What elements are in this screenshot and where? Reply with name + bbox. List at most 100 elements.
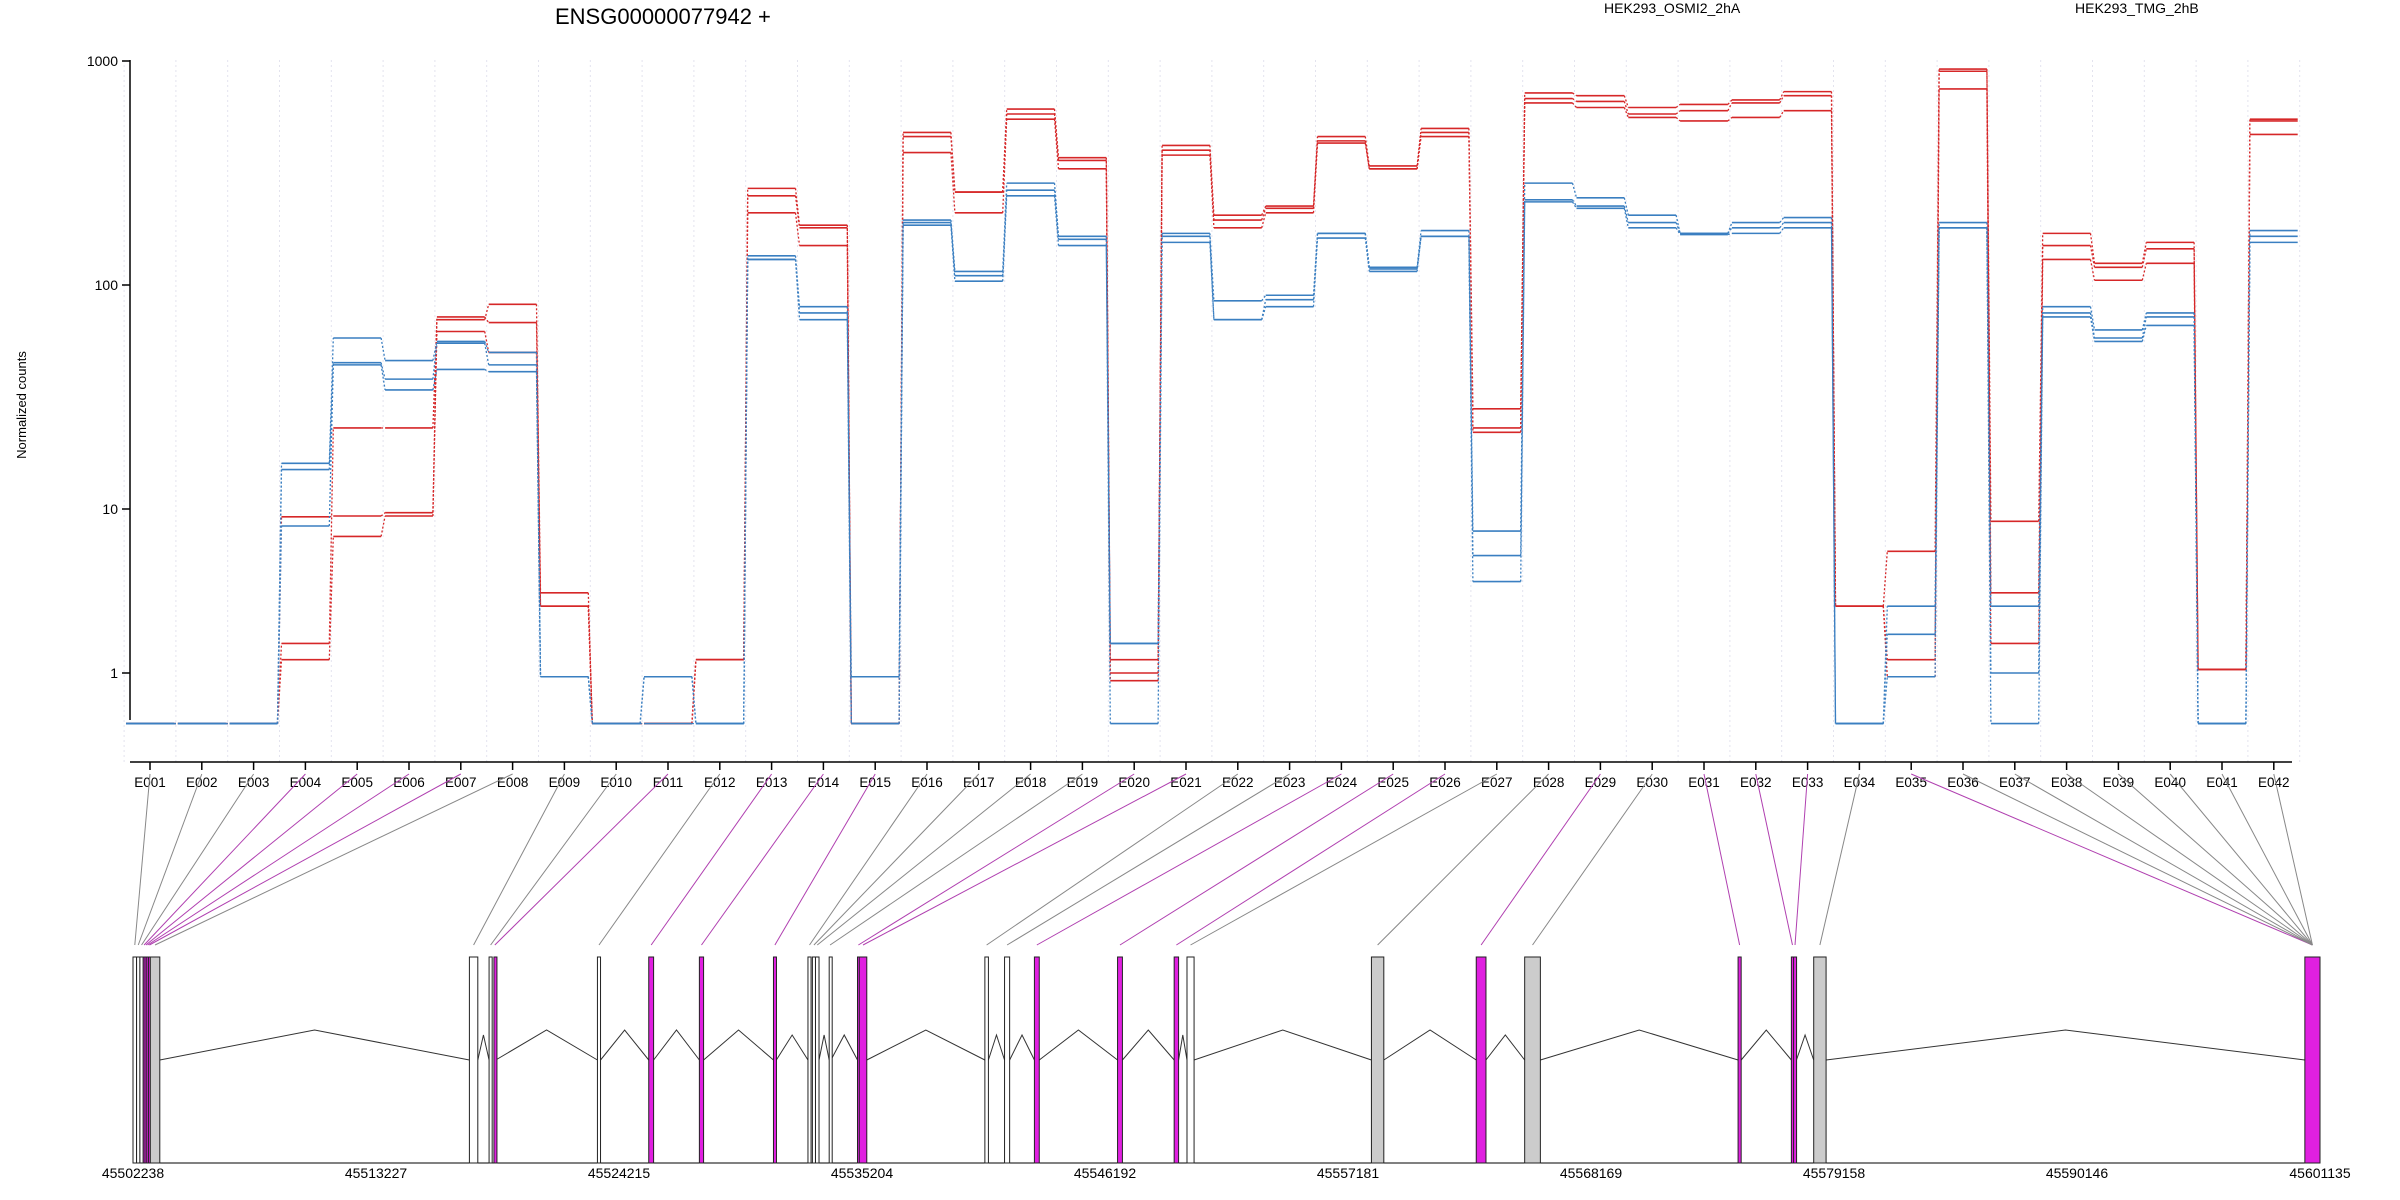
x-tick-label: E032: [1740, 775, 1772, 790]
x-tick-label: E012: [704, 775, 736, 790]
intron-line: [600, 1029, 650, 1061]
x-tick-label: E041: [2206, 775, 2238, 790]
series-1-rep-3-connector: [1986, 88, 1992, 644]
intron-line: [830, 1033, 858, 1061]
x-tick-label: E033: [1792, 775, 1824, 790]
coordinate-label: 45557181: [1317, 1165, 1380, 1181]
x-tick-label: E038: [2051, 775, 2083, 790]
x-tick-label: E031: [1688, 775, 1720, 790]
connector-e012: [598, 773, 721, 946]
series-2-rep-1-connector: [1209, 233, 1215, 301]
intron-line: [1485, 1034, 1526, 1061]
series-1-rep-2-connector: [950, 136, 956, 193]
x-tick-label: E026: [1429, 775, 1461, 790]
series-1-rep-3-connector: [1572, 102, 1577, 108]
x-tick-label: E037: [1999, 775, 2031, 790]
series-1-rep-3-connector: [587, 606, 593, 724]
series-2-rep-1-connector: [432, 341, 438, 361]
connector-e036: [1962, 773, 2313, 946]
series-2-rep-3-connector: [1727, 232, 1733, 236]
series-1-rep-1-connector: [1261, 205, 1267, 216]
series-2-rep-2-connector: [1727, 227, 1733, 234]
series-1-rep-3-connector: [328, 536, 334, 660]
x-tick-label: E001: [134, 775, 166, 790]
exon-box-e022: [984, 956, 989, 1164]
series-2-rep-3-connector: [1468, 236, 1474, 582]
series-1-rep-2-connector: [380, 512, 386, 517]
series-2-rep-3-connector: [2141, 325, 2147, 342]
series-2-rep-2-connector: [1779, 222, 1785, 229]
connector-e009: [473, 773, 565, 946]
series-2-rep-3-connector: [1261, 306, 1267, 320]
x-tick-label: E029: [1585, 775, 1617, 790]
series-1-rep-1-connector: [1675, 103, 1681, 109]
exon-box-e035: [2304, 956, 2321, 1164]
series-1-rep-3-connector: [2089, 259, 2096, 281]
connector-e040: [2169, 773, 2313, 946]
series-2-rep-3-connector: [535, 371, 542, 677]
connector-e025: [1119, 773, 1394, 946]
intron-line: [1795, 1033, 1815, 1061]
series-1-rep-1-connector: [484, 304, 490, 320]
series-2-rep-2-connector: [1416, 236, 1422, 269]
exon-box-e029: [1475, 956, 1487, 1164]
series-1-rep-2-connector: [535, 322, 542, 607]
y-tick-label: 10: [102, 501, 118, 517]
legend-item-tmg: HEK293_TMG_2hB: [2075, 0, 2199, 16]
connector-e015: [774, 773, 876, 946]
series-2-rep-2-connector: [1882, 634, 1888, 724]
x-tick-label: E013: [756, 775, 788, 790]
connector-e016: [809, 773, 928, 946]
series-1-rep-2-connector: [484, 316, 490, 323]
x-tick-label: E017: [963, 775, 995, 790]
connector-e020: [858, 773, 1135, 946]
chart-title: ENSG00000077942 +: [555, 4, 771, 29]
intron-line: [703, 1029, 774, 1061]
series-2-rep-3-connector: [1520, 201, 1526, 582]
series-1-rep-2-connector: [794, 195, 801, 228]
series-1-rep-2-connector: [1572, 97, 1577, 102]
series-2-rep-3-connector: [1053, 195, 1060, 246]
x-tick-label: E003: [238, 775, 270, 790]
connector-e018: [816, 773, 1031, 946]
grid-lines: [123, 60, 2301, 762]
series-2-rep-3-connector: [1779, 227, 1785, 234]
coordinate-label: 45513227: [345, 1165, 408, 1181]
coordinate-label: 45524215: [588, 1165, 651, 1181]
series-1-rep-1-connector: [1727, 99, 1733, 105]
x-tick-label: E004: [290, 775, 322, 790]
connector-e003: [141, 773, 255, 946]
coordinate-label: 45601135: [2289, 1165, 2350, 1181]
series-2-rep-3-connector: [484, 368, 490, 373]
connector-e008: [154, 773, 513, 946]
x-tick-label: E015: [859, 775, 891, 790]
series-2-rep-1-connector: [1882, 606, 1888, 724]
exon-box-e027: [1186, 956, 1195, 1164]
x-tick-label: E016: [911, 775, 943, 790]
series-2-rep-3-connector: [743, 259, 749, 724]
intron-line: [495, 1029, 598, 1061]
series-1-rep-3-connector: [2245, 134, 2251, 670]
x-tick-label: E039: [2103, 775, 2135, 790]
x-tick-label: E036: [1947, 775, 1979, 790]
series-1-rep-2-connector: [1779, 95, 1785, 104]
series-2-rep-1-connector: [1779, 217, 1785, 223]
series-2-rep-2-connector: [1520, 199, 1526, 556]
connector-e033: [1794, 773, 1809, 946]
series-2-rep-3-connector: [432, 369, 438, 391]
connector-e037: [2014, 773, 2313, 946]
exon-connectors: [134, 773, 2313, 946]
x-tick-label: E011: [653, 775, 684, 790]
series-2-rep-3-connector: [1416, 236, 1422, 272]
series-2-rep-3-connector: [898, 225, 904, 724]
series-2-rep-2-connector: [1209, 236, 1215, 320]
exon-box-e030: [1524, 956, 1541, 1164]
exon-box-e026: [1173, 956, 1180, 1164]
series-2-rep-1-connector: [1675, 215, 1681, 234]
connector-e011: [494, 773, 669, 946]
series-1-rep-2-connector: [2141, 248, 2147, 268]
series-2-rep-2-connector: [2038, 312, 2044, 674]
series-2-rep-3-connector: [276, 525, 283, 724]
series-lines: [126, 68, 2298, 725]
intron-line: [1122, 1029, 1175, 1061]
